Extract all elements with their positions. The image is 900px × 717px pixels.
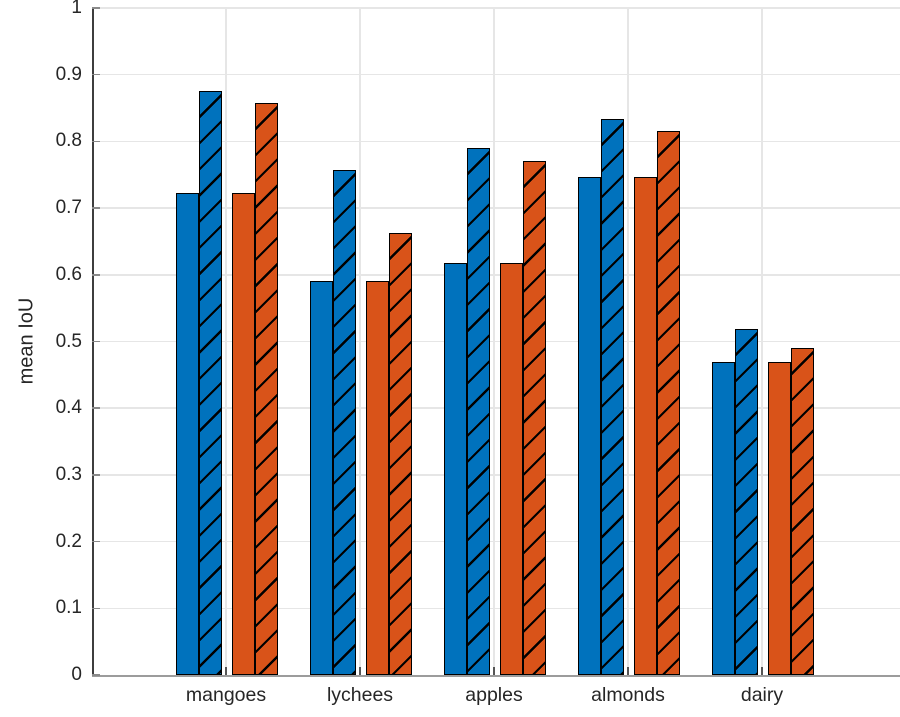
bar-blue-solid-dairy xyxy=(711,362,735,675)
y-tick-mark xyxy=(92,607,100,610)
y-tick-label: 0.2 xyxy=(55,530,82,552)
y-tick-label: 1 xyxy=(71,0,82,18)
y-tick-mark xyxy=(92,73,100,76)
x-tick-mark xyxy=(627,667,629,675)
y-tick-label: 0.1 xyxy=(55,597,82,619)
y-gridline xyxy=(92,7,900,9)
y-gridline xyxy=(92,407,900,409)
y-tick-label: 0.5 xyxy=(55,330,82,352)
bar-blue-hatched-apples xyxy=(466,148,490,675)
y-gridline xyxy=(92,540,900,543)
x-tick-label: almonds xyxy=(591,684,665,706)
y-tick-mark xyxy=(92,274,100,276)
x-tick-mark xyxy=(225,667,227,675)
y-tick-label: 0.9 xyxy=(55,63,82,85)
y-tick-mark xyxy=(92,407,100,409)
x-tick-label: lychees xyxy=(326,684,394,706)
bar-orange-hatched-mangoes xyxy=(254,102,278,675)
bar-blue-hatched-mangoes xyxy=(198,91,222,675)
y-tick-mark xyxy=(92,674,100,676)
x-tick-label: mangoes xyxy=(185,684,267,706)
x-gridline xyxy=(493,8,495,675)
bar-orange-hatched-dairy xyxy=(790,348,814,675)
x-axis-line xyxy=(92,674,900,677)
x-tick-label: dairy xyxy=(740,684,784,706)
bar-orange-hatched-almonds xyxy=(656,131,680,675)
y-gridline xyxy=(92,474,900,476)
y-tick-mark xyxy=(92,7,100,9)
y-tick-mark xyxy=(92,207,100,209)
y-gridline xyxy=(92,607,900,610)
bar-blue-hatched-almonds xyxy=(600,119,624,675)
bar-blue-hatched-lychees xyxy=(332,170,356,675)
y-tick-label: 0.7 xyxy=(55,197,82,219)
y-gridline xyxy=(92,340,900,343)
bar-orange-hatched-apples xyxy=(522,161,546,675)
bar-orange-solid-apples xyxy=(499,262,523,675)
y-tick-mark xyxy=(92,474,100,476)
y-tick-label: 0.4 xyxy=(55,397,82,419)
bar-blue-solid-apples xyxy=(443,262,467,675)
y-tick-label: 0.6 xyxy=(55,263,82,285)
y-tick-mark xyxy=(92,340,100,343)
x-gridline xyxy=(225,8,227,675)
x-gridline xyxy=(359,8,361,675)
y-gridline xyxy=(92,140,900,143)
x-tick-mark xyxy=(359,667,361,675)
bar-blue-solid-almonds xyxy=(577,177,601,675)
y-gridline xyxy=(92,274,900,276)
y-tick-label: 0.3 xyxy=(55,463,82,485)
bar-orange-solid-mangoes xyxy=(231,192,255,675)
y-gridline xyxy=(92,207,900,209)
x-tick-mark xyxy=(761,667,763,675)
bar-orange-solid-lychees xyxy=(365,281,389,675)
y-tick-label: 0 xyxy=(71,664,82,685)
y-tick-mark xyxy=(92,140,100,143)
y-tick-label: 0.8 xyxy=(55,130,82,152)
bar-orange-hatched-lychees xyxy=(388,232,412,675)
y-axis-title: mean IoU xyxy=(15,297,38,385)
x-gridline xyxy=(761,8,763,675)
bar-blue-hatched-dairy xyxy=(734,329,758,675)
bar-orange-solid-almonds xyxy=(633,177,657,675)
x-tick-label: apples xyxy=(465,684,523,706)
bar-blue-solid-mangoes xyxy=(175,192,199,675)
x-gridline xyxy=(627,8,629,675)
bar-blue-solid-lychees xyxy=(309,281,333,675)
x-tick-mark xyxy=(493,667,495,675)
y-tick-mark xyxy=(92,540,100,543)
y-gridline xyxy=(92,73,900,76)
bar-orange-solid-dairy xyxy=(767,362,791,675)
